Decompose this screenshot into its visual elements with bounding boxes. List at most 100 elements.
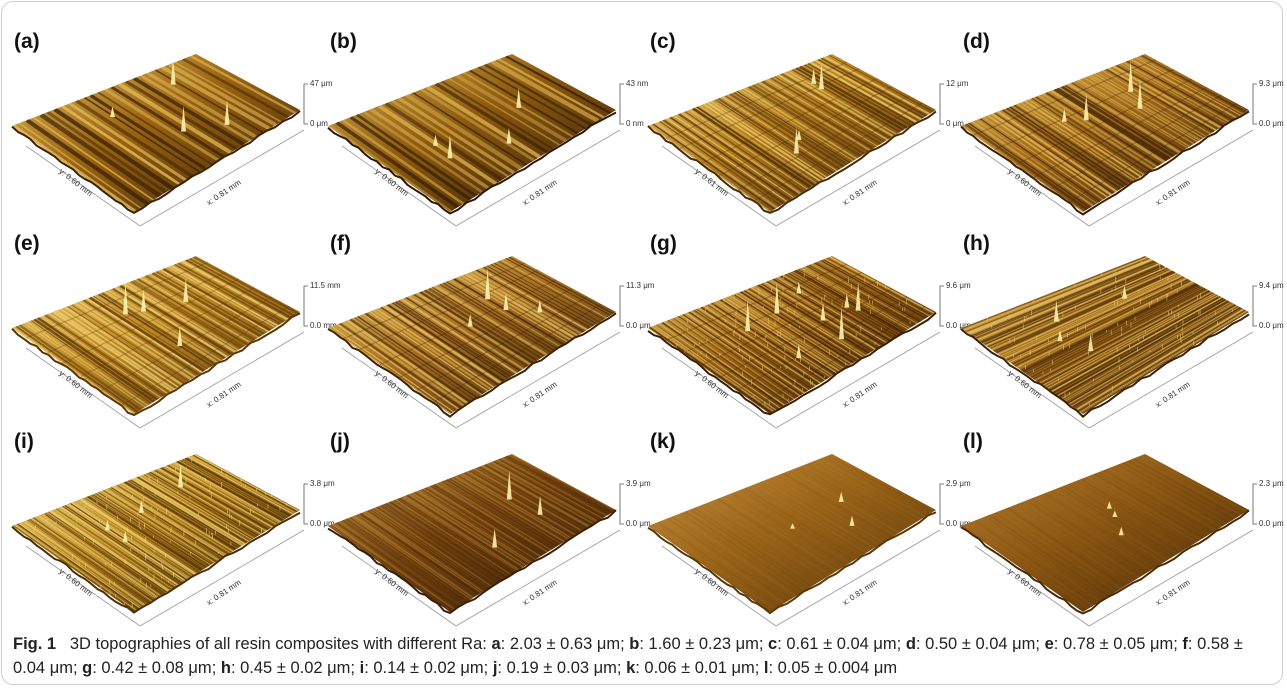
topography-panel-f: (f) 11.3 μm 0.0 μm y: 0.60 mm x: 0.81 mm — [322, 232, 654, 432]
x-axis-line — [775, 331, 941, 429]
surface-texture — [328, 454, 616, 612]
surface-peaks — [104, 464, 184, 542]
surface-texture — [328, 55, 612, 212]
ra-number: 0.50 ± 0.04 μm — [925, 635, 1036, 653]
z-max-label: 3.9 μm — [626, 479, 651, 488]
z-min-label: 0.0 μm — [946, 321, 971, 330]
z-scale-bar — [939, 285, 944, 327]
y-axis-line — [341, 545, 457, 627]
y-axis-line — [974, 347, 1090, 429]
ra-number: 0.14 ± 0.02 μm — [373, 659, 484, 677]
topography-panel-c: (c) 12 μm 0 μm y: 0.61 mm x: 0.81 mm — [642, 30, 968, 230]
panel-label: (a) — [14, 30, 40, 53]
ra-label: i — [359, 659, 365, 677]
z-scale-bar — [303, 483, 308, 525]
z-max-label: 43 nm — [626, 79, 649, 88]
ra-value-k: k: 0.06 ± 0.01 μm; — [626, 659, 764, 677]
ra-value-b: b: 1.60 ± 0.23 μm; — [629, 635, 769, 653]
surface-texture — [12, 454, 299, 612]
surface-texture — [12, 256, 299, 414]
x-axis-line — [455, 331, 621, 429]
surface-texture — [961, 54, 1247, 212]
z-min-label: 0.0 μm — [626, 321, 651, 330]
ra-value-l: l: 0.05 ± 0.004 μm — [763, 659, 898, 677]
surface-texture — [648, 454, 934, 612]
z-scale-bar — [939, 483, 944, 525]
surface-front-edge — [11, 312, 301, 417]
surface-front-edge — [647, 312, 937, 416]
z-scale-bar — [619, 285, 624, 327]
surface-texture — [328, 256, 614, 414]
ra-number: 0.42 ± 0.08 μm — [101, 659, 212, 677]
panel-label: (h) — [963, 232, 990, 255]
ra-value-j: j: 0.19 ± 0.03 μm; — [492, 659, 627, 677]
z-max-label: 9.6 μm — [946, 281, 971, 290]
topography-panel-h: (h) 9.4 μm 0.0 μm y: 0.60 mm x: 0.81 mm — [955, 232, 1284, 432]
surface-peaks — [492, 470, 543, 548]
ra-number: 1.60 ± 0.23 μm — [648, 635, 759, 653]
x-axis-line — [455, 529, 621, 627]
surface-texture — [961, 454, 1247, 612]
surface-plot — [327, 256, 624, 429]
ra-number: 0.19 ± 0.03 μm — [506, 659, 617, 677]
topography-panel-a: (a) 47 μm 0 μm y: 0.60 mm x: 0.81 mm — [6, 30, 332, 230]
surface-base — [12, 454, 300, 612]
surface-base — [328, 454, 616, 612]
z-min-label: 0.0 mm — [310, 321, 337, 330]
z-max-label: 9.3 μm — [1259, 79, 1284, 88]
z-min-label: 0.0 μm — [626, 519, 651, 528]
y-axis-line — [341, 347, 457, 429]
surface-plot — [960, 454, 1257, 627]
z-scale-bar — [619, 483, 624, 525]
topography-panel-g: (g) 9.6 μm 0.0 μm y: 0.60 mm x: 0.81 mm — [642, 232, 971, 432]
surface-peaks — [467, 267, 543, 327]
x-axis-line — [775, 529, 941, 627]
panel-label: (i) — [14, 430, 34, 453]
topography-panel-b: (b) 43 nm 0 nm y: 0.60 mm x: 0.81 mm — [322, 30, 648, 230]
panel-label: (b) — [330, 30, 357, 53]
surface-front-edge — [11, 110, 301, 215]
ra-number: 2.03 ± 0.63 μm — [509, 635, 621, 653]
z-min-label: 0.0 μm — [946, 519, 971, 528]
surface-front-edge — [960, 110, 1250, 216]
z-scale-bar — [939, 83, 944, 125]
surface-front-edge — [327, 312, 617, 418]
caption-label: Fig. 1 — [13, 635, 57, 653]
surface-peaks — [1053, 285, 1127, 351]
surface-base — [328, 256, 616, 414]
surface-peaks — [110, 58, 230, 132]
ra-label: b — [629, 635, 640, 653]
surface-peaks — [1061, 61, 1143, 122]
ra-label: g — [82, 659, 93, 677]
y-axis-line — [974, 145, 1090, 227]
z-max-label: 11.3 μm — [626, 281, 655, 290]
ra-label: l — [763, 659, 769, 677]
ra-value-i: i: 0.14 ± 0.02 μm; — [359, 659, 493, 677]
y-axis-line — [661, 347, 777, 429]
surface-plot — [960, 54, 1257, 227]
x-axis-line — [1088, 129, 1254, 227]
surface-front-edge — [11, 511, 301, 614]
z-min-label: 0 μm — [946, 119, 964, 128]
y-axis-line — [25, 145, 141, 227]
surface-plot — [647, 256, 944, 429]
z-min-label: 0.0 μm — [1259, 119, 1284, 128]
topography-panel-e: (e) 11.5 mm 0.0 mm y: 0.60 mm x: 0.81 mm — [6, 232, 341, 432]
panel-label: (e) — [14, 232, 40, 255]
surface-peaks — [433, 87, 522, 159]
surface-front-edge — [647, 511, 937, 615]
z-min-label: 0.0 μm — [310, 519, 335, 528]
ra-number: 0.78 ± 0.05 μm — [1062, 635, 1174, 653]
z-scale-bar — [303, 285, 308, 327]
surface-front-edge — [960, 313, 1250, 419]
topography-panel-i: (i) 3.8 μm 0.0 μm y: 0.60 mm x: 0.81 mm — [6, 430, 335, 630]
z-max-label: 3.8 μm — [310, 479, 335, 488]
topography-panel-k: (k) 2.9 μm 0.0 μm y: 0.60 mm x: 0.81 mm — [642, 430, 971, 630]
z-max-label: 9.4 μm — [1259, 281, 1284, 290]
panel-label: (l) — [963, 430, 983, 453]
ra-values-list: a: 2.03 ± 0.63 μm; b: 1.60 ± 0.23 μm; c:… — [13, 635, 1243, 677]
z-scale-bar — [303, 83, 308, 125]
ra-label: c — [768, 635, 778, 653]
ra-value-a: a: 2.03 ± 0.63 μm; — [491, 635, 630, 653]
